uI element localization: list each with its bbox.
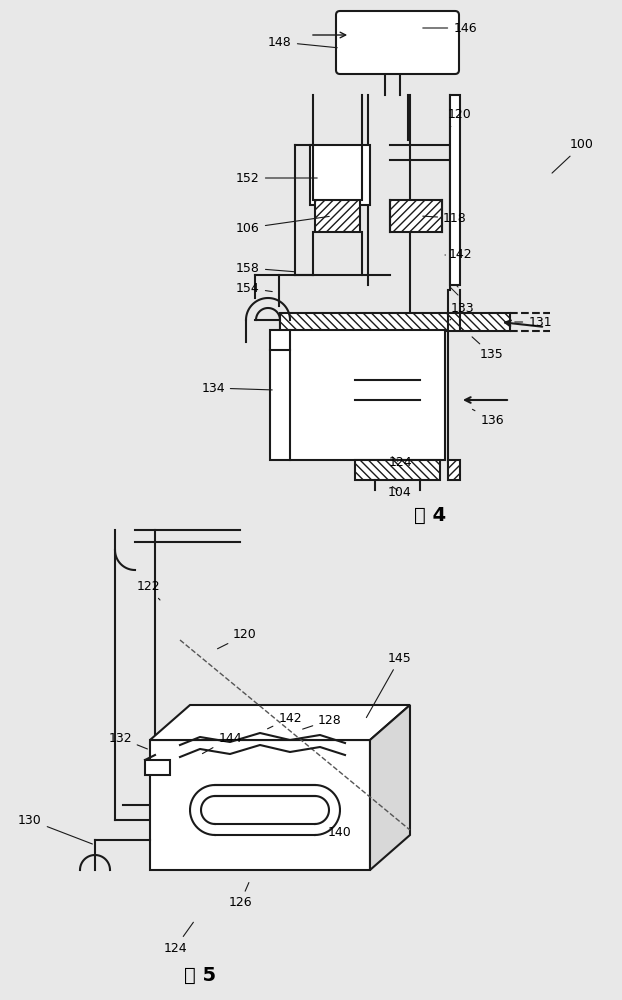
- Text: 124: 124: [163, 922, 193, 954]
- FancyBboxPatch shape: [280, 313, 510, 331]
- Text: 124: 124: [388, 456, 412, 470]
- FancyBboxPatch shape: [315, 200, 360, 232]
- FancyBboxPatch shape: [355, 460, 440, 480]
- FancyBboxPatch shape: [336, 11, 459, 74]
- Text: 126: 126: [228, 883, 252, 910]
- Text: 106: 106: [236, 216, 329, 234]
- FancyBboxPatch shape: [150, 740, 370, 870]
- Text: 133: 133: [450, 302, 474, 320]
- Text: 图 4: 图 4: [414, 506, 446, 524]
- FancyBboxPatch shape: [310, 145, 370, 205]
- Text: 128: 128: [303, 714, 342, 729]
- Text: 100: 100: [552, 138, 594, 173]
- FancyBboxPatch shape: [340, 15, 455, 70]
- Text: 104: 104: [388, 486, 412, 498]
- Text: 142: 142: [267, 712, 302, 729]
- FancyBboxPatch shape: [270, 330, 445, 460]
- Text: 146: 146: [423, 21, 477, 34]
- FancyBboxPatch shape: [145, 760, 170, 775]
- Text: 142: 142: [445, 248, 472, 261]
- Text: 140: 140: [322, 821, 352, 838]
- Text: 158: 158: [236, 261, 295, 274]
- Polygon shape: [150, 705, 410, 740]
- FancyBboxPatch shape: [448, 460, 460, 480]
- Text: 148: 148: [268, 35, 337, 48]
- Text: 134: 134: [201, 381, 272, 394]
- Text: 145: 145: [366, 652, 412, 718]
- Text: 120: 120: [448, 108, 472, 128]
- Text: 136: 136: [473, 409, 504, 426]
- FancyBboxPatch shape: [390, 200, 442, 232]
- Text: 120: 120: [218, 629, 257, 649]
- Text: 图 5: 图 5: [184, 966, 216, 984]
- FancyBboxPatch shape: [450, 95, 460, 285]
- Text: 131: 131: [515, 316, 552, 328]
- Text: 132: 132: [108, 732, 147, 749]
- Text: 135: 135: [472, 337, 504, 361]
- Text: 144: 144: [202, 732, 242, 754]
- Polygon shape: [370, 705, 410, 870]
- Text: 130: 130: [18, 814, 93, 844]
- Text: 152: 152: [236, 172, 317, 184]
- Text: 118: 118: [423, 212, 467, 225]
- Text: 154: 154: [236, 282, 272, 294]
- Text: 122: 122: [136, 580, 160, 600]
